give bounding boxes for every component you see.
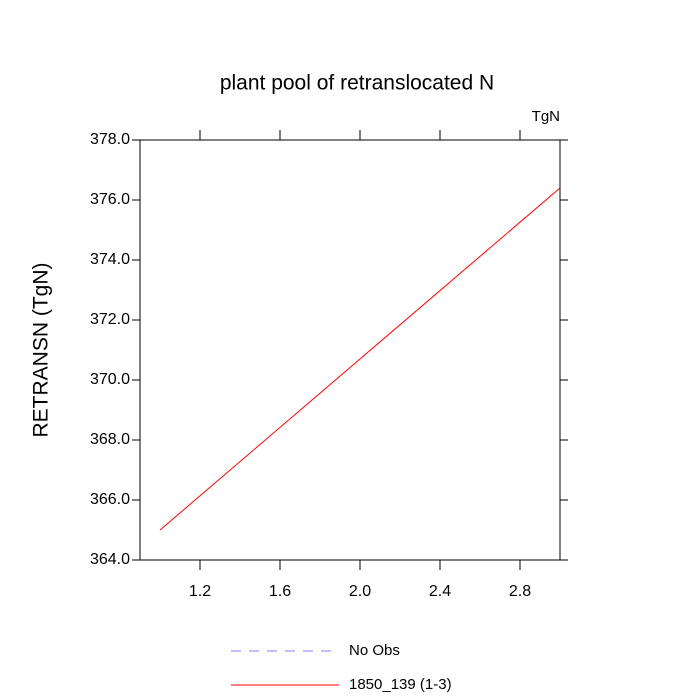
y-tick-label: 372.0 [90, 311, 130, 328]
legend-label: 1850_139 (1-3) [349, 676, 452, 693]
y-tick-label: 364.0 [90, 551, 130, 568]
chart-title: plant pool of retranslocated N [220, 72, 494, 95]
y-tick-label: 376.0 [90, 191, 130, 208]
y-tick-label: 366.0 [90, 491, 130, 508]
x-tick-label: 2.8 [509, 583, 531, 600]
y-axis-label: RETRANSN (TgN) [30, 262, 53, 437]
x-tick-label: 2.4 [429, 583, 451, 600]
y-tick-label: 374.0 [90, 251, 130, 268]
units-label: TgN [532, 108, 560, 125]
plot-frame [139, 139, 561, 561]
x-tick-label: 1.6 [269, 583, 291, 600]
x-tick-label: 1.2 [189, 583, 211, 600]
legend-label: No Obs [349, 642, 400, 659]
y-tick-label: 378.0 [90, 131, 130, 148]
y-tick-label: 370.0 [90, 371, 130, 388]
y-tick-label: 368.0 [90, 431, 130, 448]
x-tick-label: 2.0 [349, 583, 371, 600]
data-line [159, 187, 561, 531]
